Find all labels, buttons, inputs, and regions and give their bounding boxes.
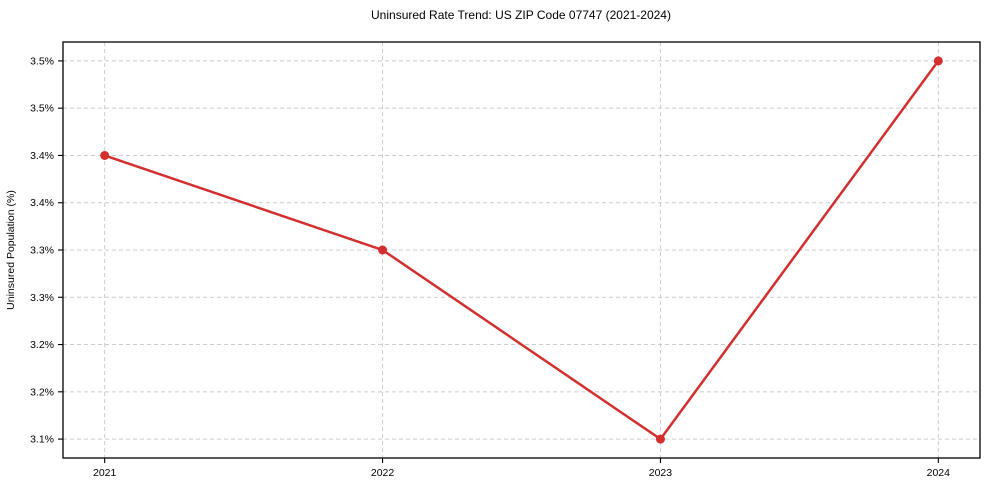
chart-title: Uninsured Rate Trend: US ZIP Code 07747 …: [371, 8, 671, 22]
y-tick-label: 3.3%: [30, 245, 54, 257]
grid-lines: [63, 42, 980, 458]
trend-line: [103, 59, 940, 441]
plot-frame: [62, 41, 981, 459]
data-point-2021: [100, 150, 110, 160]
data-series: [100, 56, 943, 444]
x-tick-label: 2024: [927, 467, 951, 479]
tick-labels: 3.5% 3.5% 3.4% 3.4% 3.3% 3.3% 3.2% 3.2% 3.1% 2021…: [30, 55, 950, 479]
y-tick-label: 3.2%: [30, 386, 54, 398]
x-tick-label: 2022: [371, 467, 395, 479]
x-tick-label: 2021: [93, 467, 117, 479]
y-tick-label: 3.4%: [30, 197, 54, 209]
data-point-2022: [378, 245, 388, 255]
y-axis-label: Uninsured Population (%): [5, 190, 17, 310]
data-point-2023: [655, 434, 665, 444]
y-tick-label: 3.5%: [30, 55, 54, 67]
data-point-2024: [933, 56, 943, 66]
y-tick-label: 3.1%: [30, 434, 54, 446]
y-tick-label: 3.2%: [30, 339, 54, 351]
axis-ticks: [58, 60, 939, 463]
y-tick-label: 3.5%: [30, 103, 54, 115]
x-tick-label: 2023: [649, 467, 673, 479]
y-tick-label: 3.4%: [30, 150, 54, 162]
y-tick-label: 3.3%: [30, 292, 54, 304]
